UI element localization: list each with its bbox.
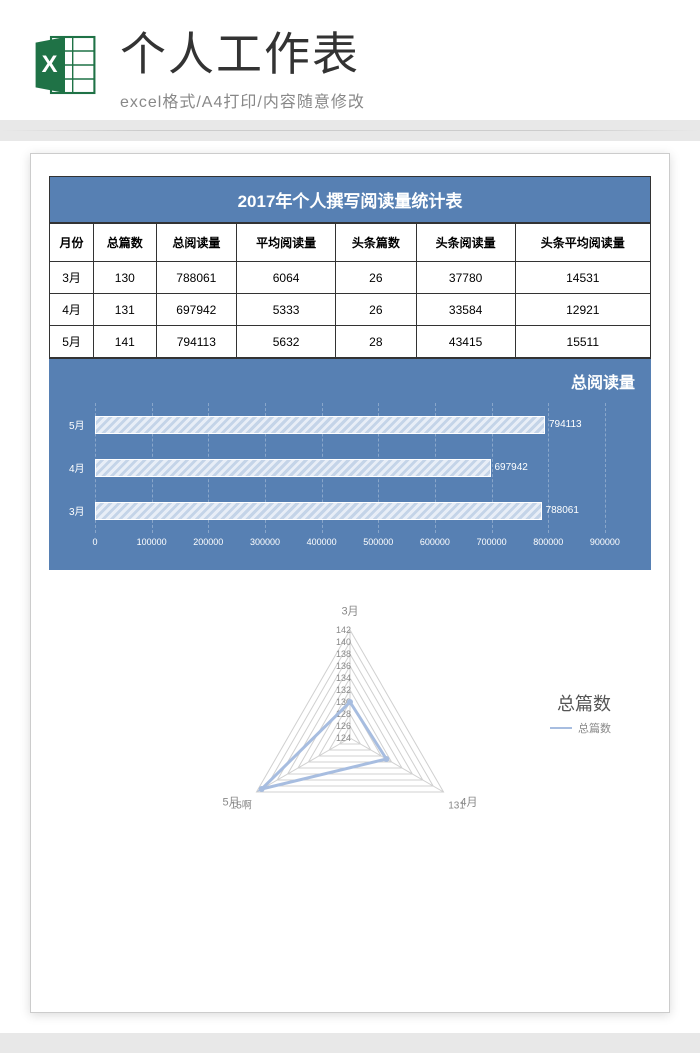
cell: 12921 — [515, 294, 650, 326]
bar-xtick: 400000 — [293, 537, 350, 547]
bar-value: 788061 — [546, 505, 579, 516]
bar-xtick: 0 — [67, 537, 124, 547]
bar-xtick: 100000 — [123, 537, 180, 547]
svg-text:X: X — [42, 51, 58, 78]
svg-text:142: 142 — [336, 625, 351, 635]
cell: 26 — [336, 262, 417, 294]
cell: 37780 — [416, 262, 515, 294]
cell: 697942 — [156, 294, 237, 326]
col-header: 头条阅读量 — [416, 224, 515, 262]
cell: 131 — [94, 294, 156, 326]
svg-text:132: 132 — [336, 685, 351, 695]
cell: 794113 — [156, 326, 237, 358]
cell: 6064 — [237, 262, 336, 294]
legend-line-icon — [550, 727, 572, 729]
doc-title: 2017年个人撰写阅读量统计表 — [49, 176, 651, 223]
table-row: 3月1307880616064263778014531 — [50, 262, 651, 294]
cell: 5333 — [237, 294, 336, 326]
bar-chart: 总阅读量 5月7941134月6979423月788061 0100000200… — [49, 358, 651, 570]
col-header: 总篇数 — [94, 224, 156, 262]
main-title: 个人工作表 — [120, 18, 670, 84]
cell: 28 — [336, 326, 417, 358]
radar-chart: 1241261281301321341361381401423月4月1315月1… — [49, 580, 651, 885]
bar-xtick: 900000 — [577, 537, 634, 547]
bar-row: 5月794113 — [95, 403, 635, 446]
cell: 14531 — [515, 262, 650, 294]
cell: 15511 — [515, 326, 650, 358]
svg-text:126: 126 — [336, 721, 351, 731]
bar-value: 794113 — [549, 419, 582, 430]
bar-xtick: 700000 — [463, 537, 520, 547]
bar-row: 4月697942 — [95, 446, 635, 489]
bar-xtick: 200000 — [180, 537, 237, 547]
cell: 788061 — [156, 262, 237, 294]
radar-legend: 总篇数 — [550, 720, 611, 736]
stats-table: 月份总篇数总阅读量平均阅读量头条篇数头条阅读量头条平均阅读量 3月1307880… — [49, 223, 651, 358]
radar-title: 总篇数 — [557, 690, 611, 716]
col-header: 平均阅读量 — [237, 224, 336, 262]
svg-text:140: 140 — [336, 637, 351, 647]
excel-icon: X — [30, 30, 100, 100]
bar-chart-title: 总阅读量 — [69, 369, 635, 393]
cell: 5月 — [50, 326, 94, 358]
svg-text:124: 124 — [336, 733, 351, 743]
bar-ylabel: 5月 — [69, 417, 85, 432]
svg-text:136: 136 — [336, 661, 351, 671]
cell: 5632 — [237, 326, 336, 358]
table-row: 4月1316979425333263358412921 — [50, 294, 651, 326]
svg-text:3月: 3月 — [341, 606, 358, 618]
template-header: X 个人工作表 excel格式/A4打印/内容随意修改 — [0, 0, 700, 120]
bar-rect — [95, 502, 542, 520]
bar-xtick: 500000 — [350, 537, 407, 547]
subtitle: excel格式/A4打印/内容随意修改 — [120, 88, 670, 112]
bar-row: 3月788061 — [95, 489, 635, 532]
document-page: 2017年个人撰写阅读量统计表 月份总篇数总阅读量平均阅读量头条篇数头条阅读量头… — [30, 153, 670, 1013]
cell: 3月 — [50, 262, 94, 294]
svg-text:138: 138 — [336, 649, 351, 659]
bar-ylabel: 3月 — [69, 503, 85, 518]
table-row: 5月1417941135632284341515511 — [50, 326, 651, 358]
svg-text:134: 134 — [336, 673, 351, 683]
col-header: 月份 — [50, 224, 94, 262]
radar-legend-label: 总篇数 — [578, 720, 611, 736]
bar-ylabel: 4月 — [69, 460, 85, 475]
svg-text:131: 131 — [448, 801, 465, 812]
bar-rect — [95, 416, 545, 434]
bar-xtick: 600000 — [407, 537, 464, 547]
divider — [0, 130, 700, 131]
col-header: 头条平均阅读量 — [515, 224, 650, 262]
cell: 26 — [336, 294, 417, 326]
bar-xtick: 800000 — [520, 537, 577, 547]
bar-rect — [95, 459, 491, 477]
bar-xtick: 300000 — [237, 537, 294, 547]
cell: 141 — [94, 326, 156, 358]
col-header: 总阅读量 — [156, 224, 237, 262]
cell: 33584 — [416, 294, 515, 326]
cell: 130 — [94, 262, 156, 294]
cell: 4月 — [50, 294, 94, 326]
svg-text:15啊: 15啊 — [231, 800, 252, 812]
col-header: 头条篇数 — [336, 224, 417, 262]
cell: 43415 — [416, 326, 515, 358]
bar-value: 697942 — [495, 462, 528, 473]
